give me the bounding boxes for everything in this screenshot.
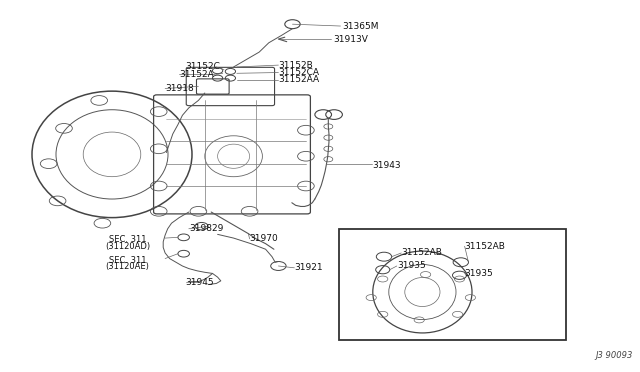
Text: 31152B: 31152B [278, 61, 313, 70]
Text: 31943: 31943 [372, 161, 401, 170]
Text: SEC. 311: SEC. 311 [109, 256, 147, 265]
Text: 31918: 31918 [165, 84, 194, 93]
Text: 31152AB: 31152AB [401, 248, 442, 257]
Text: 31365M: 31365M [342, 22, 379, 31]
Text: 319829: 319829 [189, 224, 223, 233]
Text: 31152AB: 31152AB [465, 242, 506, 251]
Text: 31921: 31921 [294, 263, 323, 272]
Text: 31935: 31935 [397, 262, 426, 270]
Text: 31913V: 31913V [333, 35, 367, 44]
Text: 31935: 31935 [465, 269, 493, 278]
Text: 31152C: 31152C [186, 62, 220, 71]
Bar [339, 229, 566, 340]
Text: 31152CA: 31152CA [278, 68, 319, 77]
Text: 31970: 31970 [250, 234, 278, 243]
Text: 31152A: 31152A [179, 70, 214, 79]
Text: 31945: 31945 [186, 278, 214, 287]
Text: J3 90093: J3 90093 [595, 351, 632, 360]
Text: (31120AE): (31120AE) [106, 262, 150, 271]
Text: (31120AD): (31120AD) [106, 242, 151, 251]
Text: SEC. 311: SEC. 311 [109, 235, 147, 244]
Text: 31152AA: 31152AA [278, 75, 319, 84]
